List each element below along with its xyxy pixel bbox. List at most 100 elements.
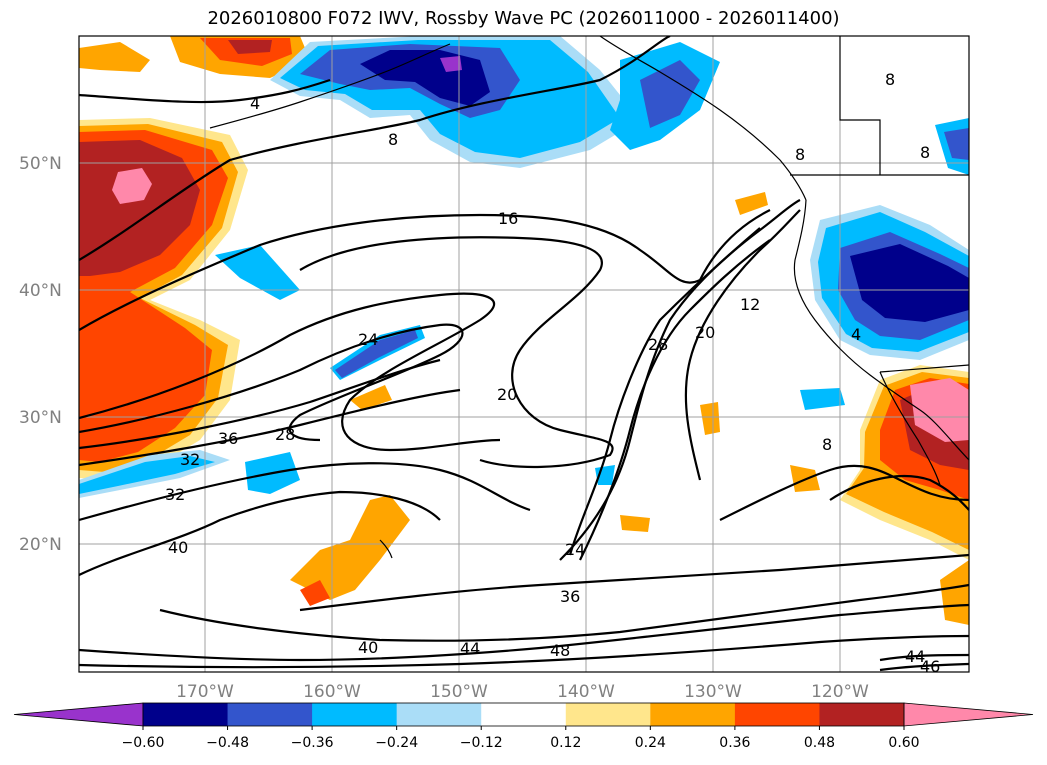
lat-label-30: 30°N (19, 408, 62, 428)
iwv-contours (79, 36, 969, 672)
contour-36 (79, 388, 461, 467)
anomaly-ne-blue (944, 128, 969, 160)
contour-label-24: 24 (358, 330, 378, 349)
latitude-labels: 50°N 40°N 30°N 20°N (19, 154, 62, 555)
contour-36-south (299, 553, 969, 612)
colorbar-tick-label: −0.12 (460, 735, 503, 751)
coast-aleutians (209, 43, 451, 129)
contour-8-east (719, 464, 969, 521)
anomaly-small-warm1 (350, 385, 392, 410)
contour-20-loop (299, 236, 614, 469)
anomaly-nw-warm (79, 42, 150, 72)
contour-32 (79, 358, 441, 450)
contour-label-40-south: 40 (358, 638, 378, 657)
contour-24-loop (79, 292, 501, 452)
contour-label-28: 28 (275, 425, 295, 444)
contour-label-36-south: 36 (560, 587, 580, 606)
anomaly-hawaii-red (300, 580, 330, 606)
colorbar: −0.60 −0.48 −0.36 −0.24 −0.12 0.12 0.24 0.36 0.4… (13, 702, 1034, 751)
lon-label-170: 170°W (176, 682, 234, 702)
contour-label-8-ne2: 8 (920, 143, 930, 162)
colorbar-segment (650, 703, 736, 726)
plot-frame (78, 35, 970, 673)
contour-label-4-coast: 4 (851, 325, 861, 344)
lon-label-160: 160°W (303, 682, 361, 702)
anomaly-small-cold2 (800, 388, 845, 410)
contour-4 (79, 78, 331, 104)
contour-label-8-east: 8 (822, 435, 832, 454)
contour-label-32a: 32 (180, 450, 200, 469)
contour-se-loop (829, 474, 969, 511)
colorbar-segment (312, 703, 398, 726)
contour-label-8-alaska: 8 (795, 145, 805, 164)
colorbar-segment (565, 703, 651, 726)
lon-label-150: 150°W (430, 682, 488, 702)
colorbar-segment (481, 703, 567, 726)
anomaly-hawaii-orange (290, 495, 410, 600)
border-canada-inner (839, 36, 881, 175)
contour-28 (79, 323, 464, 442)
lon-label-140: 140°W (557, 682, 615, 702)
colorbar-segment (819, 703, 905, 726)
contour-20-east (559, 199, 801, 561)
longitude-labels: 170°W 160°W 150°W 140°W 130°W 120°W (176, 682, 869, 702)
contour-label-44: 44 (460, 639, 480, 658)
anomaly-south-warm (940, 560, 969, 625)
anomaly-sw-cyan (79, 456, 215, 494)
coast-baja (879, 371, 941, 486)
contour-8-north (79, 36, 671, 261)
contour-label-8-ne: 8 (885, 70, 895, 89)
contour-label-20-east: 20 (695, 323, 715, 342)
contour-label-44-se: 44 (905, 647, 925, 666)
map-title: 2026010800 F072 IWV, Rossby Wave PC (202… (207, 8, 840, 29)
colorbar-extend-max (903, 702, 1034, 727)
contour-label-20-loop: 20 (497, 385, 517, 404)
contour-44 (79, 603, 969, 662)
anomaly-fills (79, 36, 969, 625)
contour-24-east (568, 227, 761, 556)
contour-label-36: 36 (218, 429, 238, 448)
anomaly-west-pink (112, 168, 152, 204)
anomaly-top-darkred (228, 40, 272, 54)
colorbar-segment (734, 703, 820, 726)
contour-label-48: 48 (550, 641, 570, 660)
anomaly-cold-small (215, 245, 300, 300)
anomaly-uswest-navy (850, 244, 969, 322)
colorbar-extend-min (13, 702, 144, 727)
anomaly-small-warm4 (620, 515, 650, 532)
contour-label-4: 4 (250, 94, 260, 113)
lat-label-50: 50°N (19, 154, 62, 174)
coastlines (209, 36, 969, 559)
contour-40-south (159, 583, 969, 642)
colorbar-tick-label: −0.36 (291, 735, 334, 751)
contour-label-28-east: 28 (648, 335, 668, 354)
anomaly-north-purple (440, 56, 462, 72)
lon-label-130: 130°W (684, 682, 742, 702)
colorbar-tick-label: −0.60 (122, 735, 165, 751)
contour-32b (79, 462, 531, 522)
colorbar-segment (143, 703, 229, 726)
colorbar-tick-label: 0.36 (719, 735, 750, 751)
contour-label-8: 8 (388, 130, 398, 149)
contour-44-se (879, 653, 969, 662)
coast-alaska (599, 36, 807, 201)
contour-label-24-south: 24 (565, 540, 585, 559)
colorbar-frame (142, 702, 905, 727)
colorbar-tick-label: 0.24 (635, 735, 666, 751)
coast-us-west (793, 199, 969, 461)
contour-label-40: 40 (168, 538, 188, 557)
contour-label-46-se: 46 (920, 657, 940, 676)
colorbar-tick-label: −0.48 (206, 735, 249, 751)
contour-label-12: 12 (740, 295, 760, 314)
contour-48 (79, 634, 969, 669)
contour-46-se (879, 662, 969, 672)
contour-labels: 4 8 16 24 28 36 32 32 40 28 20 20 12 8 8… (165, 70, 940, 676)
contour-28-east (579, 239, 771, 561)
border-us-mexico (879, 364, 969, 373)
lat-label-40: 40°N (19, 281, 62, 301)
contour-40 (79, 490, 441, 576)
anomaly-small-warm5 (735, 192, 768, 215)
colorbar-tick-label: 0.48 (804, 735, 835, 751)
colorbar-segment (396, 703, 482, 726)
